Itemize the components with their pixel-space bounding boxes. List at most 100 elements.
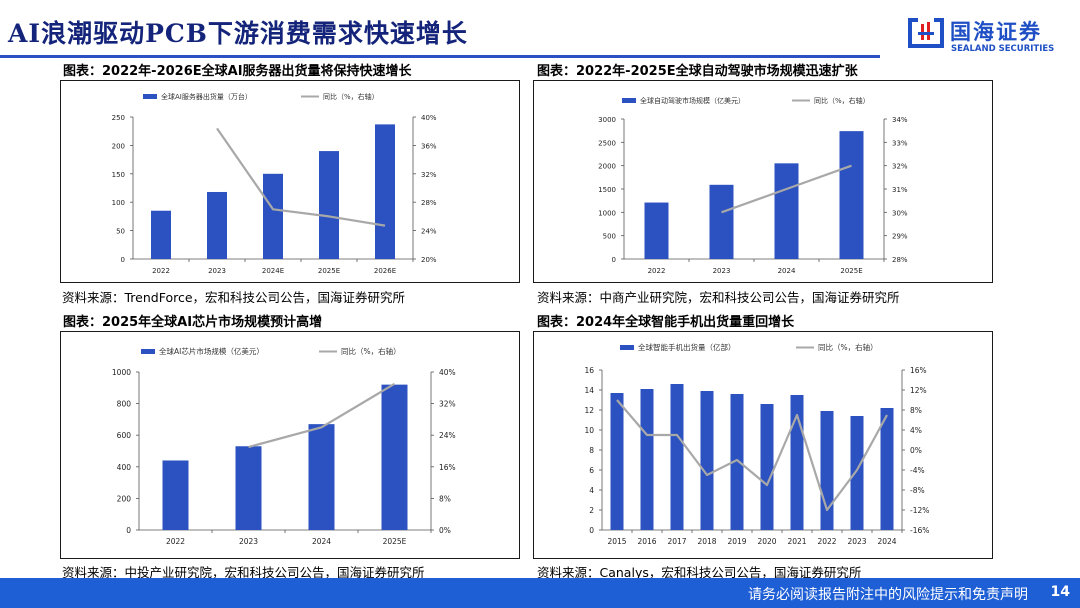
chart-ai-chip-svg: 全球AI芯片市场规模（亿美元） 同比（%，右轴） 0 200 400 600 800 1000…: [112, 346, 456, 546]
brand-logo: 国海证券 SEALAND SECURITIES: [906, 14, 1066, 58]
x-tick-label: 2017: [667, 537, 686, 546]
y-tick-label-right: 32%: [439, 400, 456, 409]
bar: [850, 416, 864, 530]
y-tick-label-right: -4%: [910, 466, 925, 475]
chart-autonomous-driving-market: 全球自动驾驶市场规模（亿美元） 同比（%，右轴） 0 500 1000 1500 2000 2…: [533, 80, 993, 283]
y-tick-label-left: 2000: [598, 163, 616, 171]
bar: [375, 124, 395, 259]
panel-3-source: 资料来源：中投产业研究院，宏和科技公司公告，国海证券研究所: [62, 565, 425, 580]
y-tick-label-left: 10: [584, 426, 594, 435]
y-tick-label-right: 28%: [892, 256, 908, 264]
y-tick-label-right: 40%: [421, 114, 437, 122]
panel-2-title: 图表：2022年-2025E全球自动驾驶市场规模迅速扩张: [537, 64, 858, 79]
y-tick-label-right: 36%: [421, 142, 437, 150]
x-tick-label: 2022: [648, 267, 666, 275]
legend-bar-swatch: [141, 349, 155, 354]
legend-bar-label: 全球智能手机出货量（亿部）: [638, 342, 736, 352]
chart-smartphone-shipments: 全球智能手机出货量（亿部） 同比（%，右轴） 0 2 4 6 8 10 12 14 16 -16% -1…: [533, 331, 993, 559]
bar: [880, 408, 894, 530]
legend-line-label: 同比（%，右轴）: [341, 346, 401, 356]
y-tick-label-right: 30%: [892, 209, 908, 217]
legend-bar-label: 全球AI芯片市场规模（亿美元）: [159, 346, 264, 356]
y-tick-label-left: 12: [584, 406, 594, 415]
bar: [670, 384, 684, 530]
y-tick-label-right: 33%: [892, 139, 908, 147]
bar: [640, 389, 654, 530]
bar: [610, 393, 624, 530]
legend-line-label: 同比（%，右轴）: [323, 92, 379, 101]
x-tick-label: 2025E: [840, 267, 862, 275]
series-line: [616, 399, 888, 512]
y-tick-label-left: 6: [589, 466, 594, 475]
x-tick-label: 2015: [607, 537, 626, 546]
legend-bar-swatch: [143, 94, 157, 99]
y-tick-label-right: 32%: [892, 163, 908, 171]
y-tick-label-right: 4%: [910, 426, 922, 435]
y-tick-label-left: 0: [589, 526, 594, 535]
x-tick-label: 2019: [727, 537, 746, 546]
y-tick-label-left: 3000: [598, 116, 616, 124]
bar: [207, 191, 227, 259]
y-tick-label-right: 29%: [892, 233, 908, 241]
y-tick-label-right: 8%: [439, 494, 451, 503]
x-tick-label: 2024: [312, 537, 331, 546]
y-tick-label-right: 24%: [439, 431, 456, 440]
x-tick-label: 2023: [208, 267, 226, 275]
bar: [709, 184, 734, 259]
legend-bar-swatch: [620, 345, 634, 350]
y-tick-label-left: 100: [112, 199, 125, 207]
y-tick-label-left: 2500: [598, 139, 616, 147]
y-tick-label-right: 16%: [910, 366, 927, 375]
bar: [151, 210, 171, 259]
y-tick-label-right: 0%: [439, 526, 451, 535]
slide-title: AI浪潮驱动PCB下游消费需求快速增长: [8, 19, 468, 48]
bar: [235, 446, 262, 530]
x-tick-label: 2024E: [262, 267, 284, 275]
chart-ai-server-svg: 全球AI服务器出货量（万台） 同比（%，右轴） 0 50 100 150 200 250 20%…: [112, 92, 437, 275]
bar: [820, 411, 834, 530]
x-tick-label: 2026E: [374, 267, 396, 275]
footer-bar: 请务必阅读报告附注中的风险提示和免责声明 14: [0, 578, 1080, 608]
y-tick-label-right: 12%: [910, 386, 927, 395]
x-tick-label: 2022: [817, 537, 836, 546]
y-tick-label-left: 14: [584, 386, 594, 395]
sealand-logo-icon: [908, 18, 944, 48]
x-tick-label: 2020: [757, 537, 776, 546]
disclaimer-text: 请务必阅读报告附注中的风险提示和免责声明: [748, 587, 1028, 603]
y-tick-label-right: -12%: [910, 506, 929, 515]
bar: [774, 163, 799, 259]
y-tick-label-right: 24%: [421, 228, 437, 236]
x-tick-label: 2025E: [383, 537, 407, 546]
legend-bar-label: 全球AI服务器出货量（万台）: [161, 92, 252, 101]
y-tick-label-left: 2: [589, 506, 594, 515]
bar: [162, 460, 189, 530]
panel-2-source: 资料来源：中商产业研究院，宏和科技公司公告，国海证券研究所: [537, 290, 900, 305]
y-tick-label-left: 16: [584, 366, 594, 375]
y-tick-label-left: 4: [589, 486, 594, 495]
x-tick-label: 2024: [778, 267, 796, 275]
y-tick-label-left: 1000: [112, 368, 131, 377]
x-tick-label: 2016: [637, 537, 656, 546]
y-tick-label-right: -8%: [910, 486, 925, 495]
logo-name-en: SEALAND SECURITIES: [951, 44, 1055, 54]
y-tick-label-right: 0%: [910, 446, 922, 455]
legend-bar-swatch: [622, 98, 636, 103]
logo-name-cn: 国海证券: [950, 20, 1042, 44]
y-tick-label-left: 800: [117, 400, 132, 409]
y-tick-label-right: 20%: [421, 256, 437, 264]
x-tick-label: 2024: [877, 537, 896, 546]
panel-1-title: 图表：2022年-2026E全球AI服务器出货量将保持快速增长: [63, 64, 412, 79]
y-tick-label-right: 34%: [892, 116, 908, 124]
y-tick-label-left: 1000: [598, 209, 616, 217]
y-tick-label-left: 600: [117, 431, 132, 440]
x-tick-label: 2022: [152, 267, 170, 275]
y-tick-label-right: 28%: [421, 199, 437, 207]
panel-4-title: 图表：2024年全球智能手机出货量重回增长: [537, 315, 795, 330]
panel-1-source: 资料来源：TrendForce，宏和科技公司公告，国海证券研究所: [62, 290, 406, 305]
y-tick-label-left: 1500: [598, 186, 616, 194]
x-tick-label: 2023: [239, 537, 258, 546]
bar: [839, 131, 864, 259]
legend-bar-label: 全球自动驾驶市场规模（亿美元）: [640, 96, 745, 105]
bar: [730, 394, 744, 530]
y-tick-label-left: 200: [117, 494, 132, 503]
